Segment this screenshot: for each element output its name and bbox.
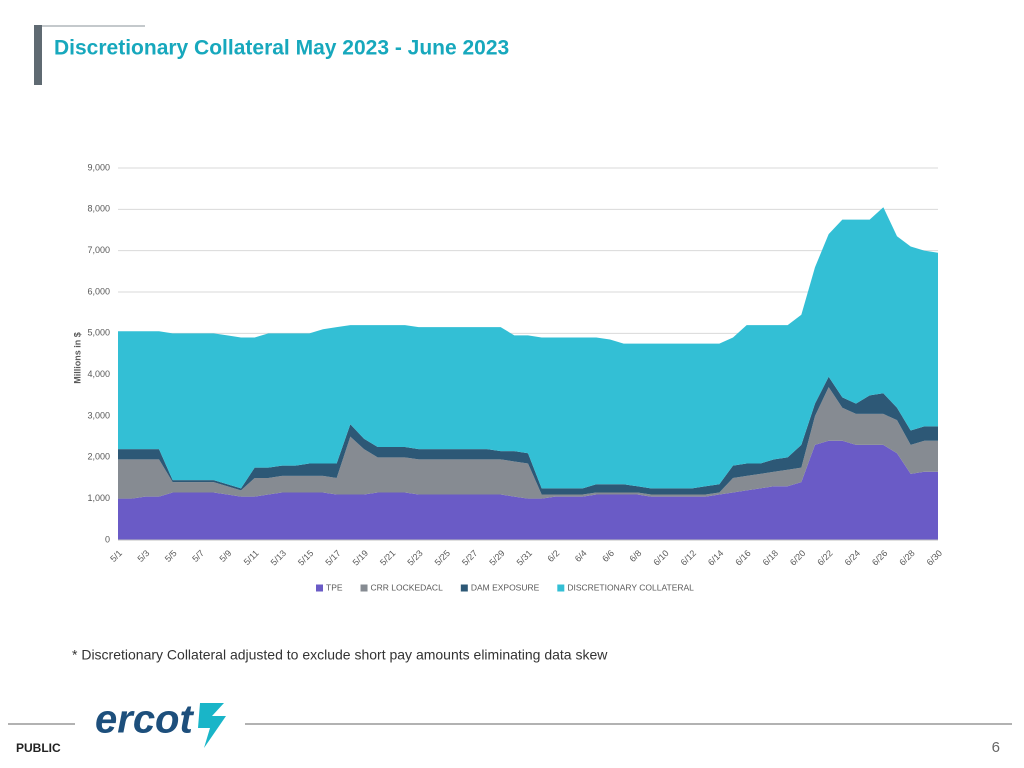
plot: 0 1,000 2,000 3,000 4,000 5,000 6,000 7,000 8,00… bbox=[87, 162, 944, 592]
x-tick-label: 6/6 bbox=[600, 548, 616, 564]
x-tick-label: 6/12 bbox=[679, 548, 698, 567]
page-number: 6 bbox=[992, 739, 1000, 756]
footnote: * Discretionary Collateral adjusted to e… bbox=[72, 647, 608, 663]
x-tick-label: 6/22 bbox=[815, 548, 834, 567]
legend-swatch bbox=[557, 584, 565, 592]
legend-label: CRR LOCKEDACL bbox=[371, 582, 444, 592]
x-tick-label: 6/28 bbox=[897, 548, 916, 567]
x-tick-label: 6/18 bbox=[761, 548, 780, 567]
x-tick-label: 5/13 bbox=[269, 548, 288, 567]
y-tick-label: 2,000 bbox=[87, 452, 110, 462]
x-tick-label: 6/8 bbox=[628, 548, 644, 564]
area bbox=[118, 207, 938, 489]
x-tick-label: 5/17 bbox=[323, 548, 342, 567]
area bbox=[118, 440, 938, 540]
y-tick-label: 7,000 bbox=[87, 245, 110, 255]
logo-icon bbox=[198, 703, 226, 748]
x-tick-label: 6/24 bbox=[843, 548, 862, 567]
area bbox=[118, 387, 938, 499]
y-tick-label: 1,000 bbox=[87, 493, 110, 503]
legend-label: DAM EXPOSURE bbox=[471, 582, 540, 592]
area bbox=[118, 376, 938, 495]
y-axis-label: Millions in $ bbox=[72, 332, 82, 384]
y-tick-label: 3,000 bbox=[87, 410, 110, 420]
x-tick-label: 5/23 bbox=[405, 548, 424, 567]
y-tick-label: 6,000 bbox=[87, 286, 110, 296]
x-tick-label: 5/29 bbox=[487, 548, 506, 567]
legend-swatch bbox=[460, 584, 468, 592]
x-tick-label: 6/26 bbox=[870, 548, 889, 567]
x-tick-label: 5/27 bbox=[460, 548, 479, 567]
legend-label: TPE bbox=[326, 582, 343, 592]
y-tick-label: 0 bbox=[105, 534, 110, 544]
y-tick-label: 5,000 bbox=[87, 328, 110, 338]
x-tick-label: 5/19 bbox=[351, 548, 370, 567]
x-tick-label: 5/25 bbox=[433, 548, 452, 567]
x-tick-label: 6/2 bbox=[546, 548, 562, 564]
footer-label: PUBLIC bbox=[16, 741, 61, 755]
x-tick-label: 6/14 bbox=[706, 548, 725, 567]
x-tick-label: 5/11 bbox=[242, 548, 261, 567]
legend-swatch bbox=[360, 584, 368, 592]
x-tick-label: 6/30 bbox=[925, 548, 944, 567]
y-tick-label: 4,000 bbox=[87, 369, 110, 379]
x-tick-label: 5/15 bbox=[296, 548, 315, 567]
legend-swatch bbox=[316, 584, 323, 592]
y-tick-label: 9,000 bbox=[87, 162, 110, 172]
y-tick-label: 8,000 bbox=[87, 204, 110, 214]
x-tick-label: 5/3 bbox=[136, 548, 152, 564]
x-tick-label: 6/4 bbox=[573, 548, 589, 564]
slide-title: Discretionary Collateral May 2023 - June… bbox=[54, 37, 509, 60]
x-tick-label: 5/7 bbox=[190, 548, 206, 564]
title-bar bbox=[34, 25, 42, 85]
logo: ercot bbox=[95, 698, 194, 742]
x-tick-label: 5/9 bbox=[218, 548, 234, 564]
x-tick-label: 5/5 bbox=[163, 548, 179, 564]
x-tick-label: 5/31 bbox=[515, 548, 534, 567]
x-tick-label: 5/21 bbox=[378, 548, 397, 567]
x-tick-label: 6/20 bbox=[788, 548, 807, 567]
legend-label: DISCRETIONARY COLLATERAL bbox=[567, 582, 694, 592]
x-tick-label: 5/1 bbox=[108, 548, 124, 564]
x-tick-label: 6/10 bbox=[651, 548, 670, 567]
x-tick-label: 6/16 bbox=[733, 548, 752, 567]
